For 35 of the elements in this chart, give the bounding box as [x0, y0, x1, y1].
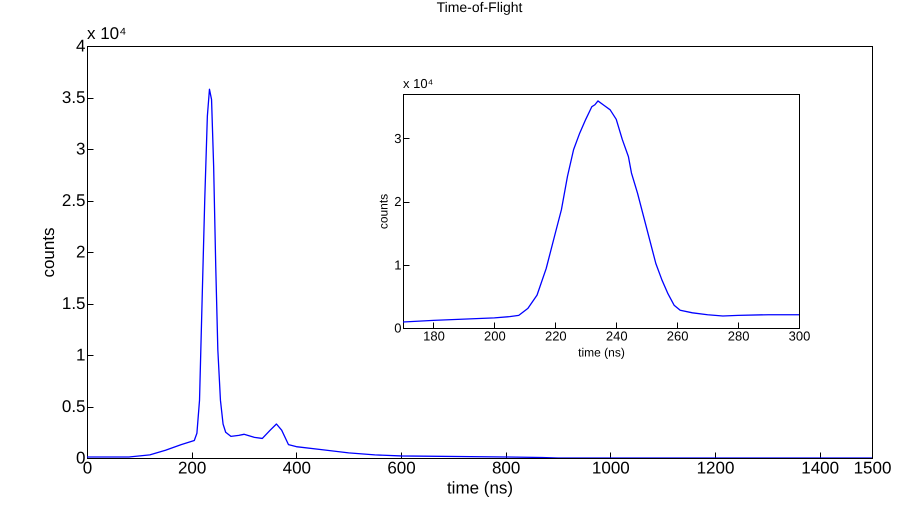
x-tick-label: 240 [606, 328, 628, 344]
line-series [87, 88, 872, 458]
annotation: x 10⁴ [403, 76, 434, 91]
x-tick-label: 300 [788, 328, 810, 344]
text: x 10⁴ [87, 24, 126, 43]
x-tick-label: 400 [282, 458, 312, 478]
chart-title: Time-of-Flight [436, 0, 523, 15]
y-tick-label: 1.5 [62, 294, 86, 313]
y-tick-label: 0.5 [62, 397, 86, 416]
x-tick-label: 1200 [696, 458, 734, 478]
y-tick-label: 2 [394, 194, 402, 210]
x-tick-label: 1500 [854, 458, 892, 478]
x-tick-label: 600 [387, 458, 416, 478]
x-tick-label: 200 [484, 328, 506, 344]
x-axis-title: time (ns) [446, 478, 514, 498]
y-tick-label: 3 [394, 130, 402, 146]
x-tick-label: 180 [423, 328, 445, 344]
x-tick-label: 260 [666, 328, 689, 344]
y-tick-label: 3.5 [62, 88, 86, 107]
x-tick-label: 800 [492, 458, 520, 478]
x-tick-label: 200 [178, 458, 206, 478]
x-axis-title: time (ns) [578, 346, 625, 360]
y-tick-label: 2.5 [62, 191, 86, 210]
y-tick-label: 1 [76, 346, 86, 364]
y-tick-label: 4 [76, 36, 86, 56]
y-tick-label: 1 [394, 257, 402, 272]
line-series [403, 100, 799, 323]
y-tick-label: 3 [76, 140, 86, 158]
y-axis-title: counts [38, 227, 58, 278]
y-axis-title: counts [376, 194, 390, 230]
x-tick-label: 1400 [801, 458, 840, 478]
x-tick-label: 280 [728, 328, 750, 344]
x-tick-label: 220 [544, 328, 567, 344]
x-tick-label: 1000 [592, 458, 630, 478]
y-tick-label: 2 [76, 242, 86, 262]
